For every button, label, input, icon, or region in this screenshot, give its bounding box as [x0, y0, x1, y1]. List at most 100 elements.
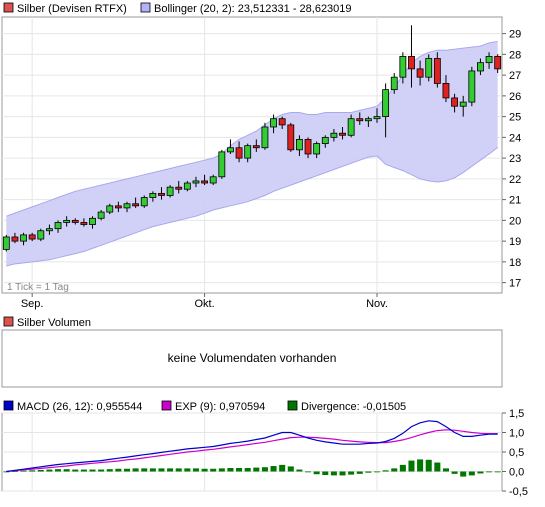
divergence-bar: [72, 469, 79, 472]
price-y-tick-label: 17: [509, 278, 521, 290]
candle-body: [106, 205, 114, 213]
candle-body: [295, 139, 303, 151]
divergence-bar: [106, 469, 113, 472]
price-x-tick-label: Nov.: [366, 298, 388, 310]
candle: [123, 201, 131, 213]
macd-y-tick-label: 1,5: [509, 408, 524, 420]
divergence-bar: [89, 469, 96, 472]
divergence-bar: [98, 469, 105, 472]
candle: [364, 116, 372, 127]
candle-body: [399, 56, 407, 78]
price-x-axis: Sep. Okt. Nov.: [21, 293, 388, 310]
candle-body: [227, 147, 234, 153]
bollinger-band-area: [6, 41, 498, 266]
candle-body: [201, 180, 209, 184]
legend-swatch-divergence: [287, 400, 298, 411]
divergence-bar: [408, 460, 415, 472]
candle-body: [304, 139, 312, 155]
candle: [390, 73, 398, 94]
candle: [192, 176, 200, 188]
divergence-bar: [322, 471, 329, 476]
divergence-bar: [494, 471, 501, 473]
candle: [89, 216, 96, 229]
candle: [132, 197, 140, 208]
candlesticks: [2, 25, 502, 252]
divergence-bar: [175, 468, 182, 472]
legend-label-macd: MACD (26, 12): 0,955544: [17, 401, 142, 413]
legend-swatch-macd: [3, 400, 14, 411]
candle-body: [244, 145, 252, 159]
candle: [28, 232, 36, 242]
divergence-bar: [184, 468, 191, 472]
candle: [54, 220, 62, 233]
divergence-bar: [451, 471, 458, 474]
candle-body: [468, 70, 476, 103]
divergence-bar: [434, 462, 441, 472]
candle-body: [433, 58, 441, 84]
candle: [235, 141, 243, 163]
candle: [252, 139, 260, 152]
divergence-bar: [305, 471, 312, 473]
candle: [209, 174, 217, 186]
candle: [313, 141, 321, 159]
price-y-tick-label: 21: [509, 195, 521, 207]
candle: [2, 234, 10, 252]
legend-label-silber: Silber (Devisen RTFX): [17, 3, 127, 15]
legend-swatch-bollinger: [140, 2, 151, 13]
divergence-bar: [210, 468, 217, 472]
price-y-tick-label: 22: [509, 174, 521, 186]
divergence-bar: [399, 464, 406, 472]
divergence-bar: [417, 459, 424, 472]
tick-note: 1 Tick = 1 Tag: [7, 282, 69, 293]
candle: [201, 174, 209, 186]
divergence-bar: [218, 468, 225, 472]
candle-body: [123, 203, 131, 209]
divergence-bar: [365, 471, 372, 473]
candle-body: [261, 126, 269, 149]
candle: [408, 25, 415, 88]
price-y-tick-label: 19: [509, 236, 521, 248]
candle-body: [425, 58, 433, 78]
volume-panel: Silber Volumen keine Volumendaten vorhan…: [1, 316, 503, 388]
candle: [278, 116, 286, 130]
candle: [175, 180, 183, 194]
candle: [330, 129, 338, 142]
divergence-bar: [3, 471, 10, 473]
candle-body: [114, 205, 122, 209]
candle-body: [235, 147, 243, 159]
candle: [114, 201, 122, 213]
macd-panel: MACD (26, 12): 0,955544 EXP (9): 0,97059…: [1, 400, 528, 498]
divergence-bar: [339, 471, 346, 476]
candle-body: [45, 228, 53, 232]
candle-body: [373, 116, 381, 120]
candle-body: [390, 76, 398, 91]
divergence-bar: [244, 467, 251, 472]
candle-body: [80, 222, 88, 225]
divergence-bar: [149, 468, 156, 472]
divergence-bar: [373, 471, 381, 473]
candle-body: [175, 186, 183, 190]
divergence-bar: [55, 469, 62, 472]
candle: [485, 52, 493, 69]
candle-body: [28, 234, 36, 240]
divergence-bar: [287, 466, 294, 472]
candle-body: [485, 56, 493, 64]
candle-body: [347, 118, 355, 136]
candle: [20, 232, 27, 246]
candle: [37, 228, 45, 242]
candle: [80, 218, 88, 227]
divergence-bar: [29, 470, 36, 472]
divergence-bar: [468, 471, 475, 476]
candle: [356, 112, 364, 125]
candle-body: [330, 132, 338, 138]
legend-label-divergence: Divergence: -0,01505: [301, 401, 406, 413]
price-y-tick-label: 18: [509, 257, 521, 269]
divergence-bar: [261, 467, 268, 472]
candle: [295, 135, 303, 157]
candle: [244, 143, 252, 163]
candle: [149, 191, 157, 202]
macd-y-tick-label: 1,0: [509, 428, 524, 440]
candle: [382, 83, 390, 138]
price-y-tick-label: 20: [509, 215, 521, 227]
macd-lines: [6, 420, 498, 473]
